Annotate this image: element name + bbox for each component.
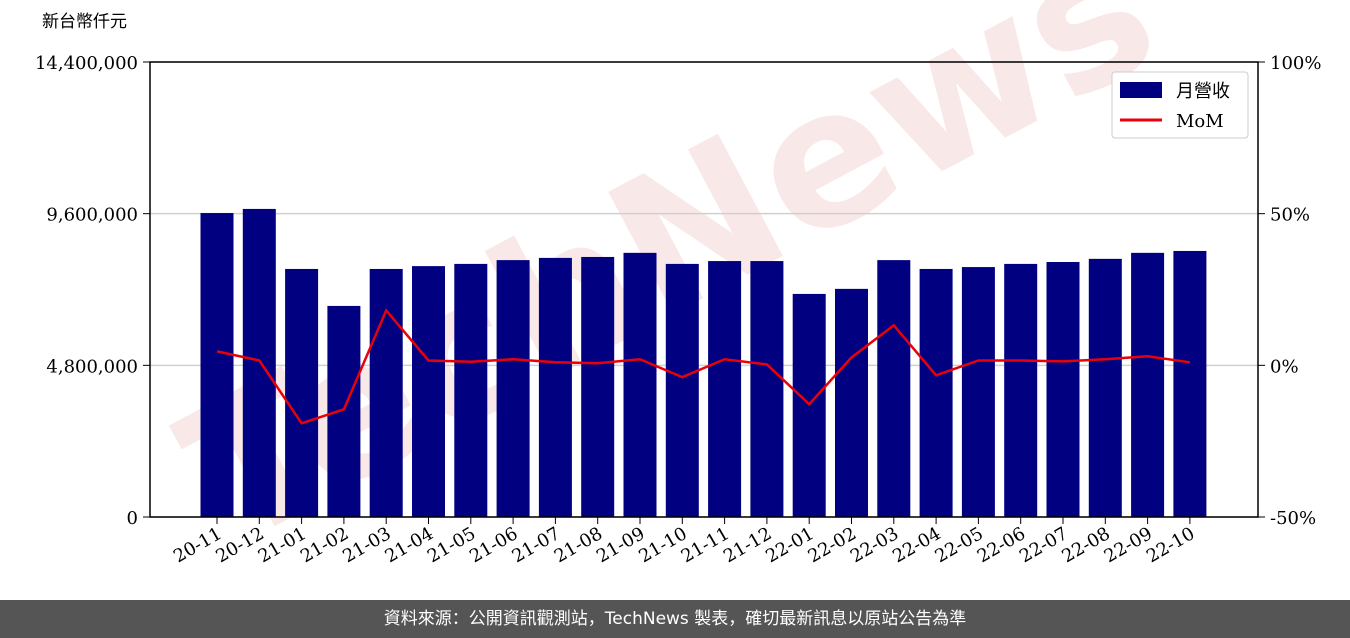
bar [877,260,911,517]
bar [200,213,234,517]
bar [1131,252,1165,517]
chart: 新台幣仟元 TechNews 04,800,0009,600,00014,400… [35,0,1322,588]
footer: 資料來源：公開資訊觀測站，TechNews 製表，確切最新訊息以原站公告為準 [0,600,1350,638]
y2-tick-label: 0% [1270,356,1299,377]
bar [1173,250,1207,517]
bar [285,268,319,517]
line [216,308,1191,425]
bar [665,263,699,517]
x-tick-label: 22-10 [1143,523,1198,567]
legend-label: MoM [1176,111,1224,132]
bar [1046,262,1080,517]
y-tick-label: 0 [127,508,138,529]
bar [623,252,657,517]
bar [496,260,530,517]
bar [835,288,868,517]
y2-tick-label: 100% [1270,53,1321,74]
bar [708,261,742,517]
y-tick-label: 9,600,000 [46,205,138,226]
legend-label: 月營收 [1176,81,1230,102]
bar [327,305,361,517]
y-tick-label: 4,800,000 [46,356,138,377]
bar [1004,263,1038,517]
bar [1088,258,1122,517]
bar [581,256,615,517]
y2-tick-label: -50% [1270,508,1316,529]
y2-tick-label: 50% [1270,205,1310,226]
bar [961,267,995,517]
bar [538,257,572,517]
y-axis-label: 新台幣仟元 [42,12,127,32]
bar [369,268,403,517]
bar [242,208,276,518]
bar [454,263,488,517]
legend-swatch [1120,82,1162,98]
y-tick-label: 14,400,000 [35,53,138,74]
bar [412,266,445,517]
bar [919,268,953,517]
plot-frame [149,61,1259,518]
bar [750,261,784,517]
